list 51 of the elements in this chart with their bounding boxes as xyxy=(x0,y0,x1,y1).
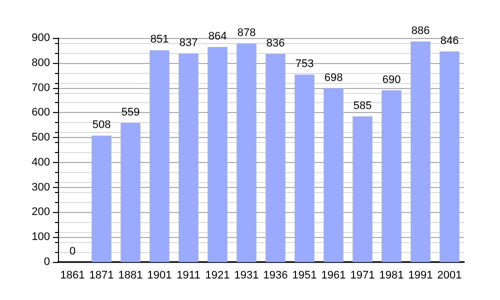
x-tick-label: 1931 xyxy=(234,270,259,282)
data-label: 559 xyxy=(121,106,140,118)
x-tick-label: 1951 xyxy=(292,270,317,282)
x-tick-label: 1861 xyxy=(60,270,85,282)
bar xyxy=(150,50,170,262)
data-label: 837 xyxy=(179,37,198,50)
bar xyxy=(120,122,140,262)
bar xyxy=(324,88,344,262)
data-label: 0 xyxy=(69,246,76,258)
x-tick-label: 1911 xyxy=(176,270,200,282)
data-label: 851 xyxy=(150,34,169,46)
bar xyxy=(178,54,198,262)
data-label: 846 xyxy=(440,34,459,47)
data-label: 886 xyxy=(411,24,430,37)
y-tick-label: 900 xyxy=(32,32,50,44)
data-label: 690 xyxy=(382,74,401,86)
x-tick-label: 1981 xyxy=(379,270,404,282)
data-label: 753 xyxy=(295,58,314,70)
bar xyxy=(410,41,430,262)
y-tick-label: 100 xyxy=(32,231,50,244)
y-tick-label: 700 xyxy=(32,82,50,94)
bar xyxy=(208,46,228,262)
y-tick-label: 600 xyxy=(32,106,50,119)
bar xyxy=(382,90,402,262)
x-tick-label: 1961 xyxy=(321,270,346,282)
y-tick-label: 500 xyxy=(32,132,50,144)
y-tick-label: 300 xyxy=(32,181,50,194)
x-tick-label: 1991 xyxy=(408,270,433,282)
x-tick-label: 1971 xyxy=(350,270,375,282)
x-tick-label: 1881 xyxy=(118,270,143,282)
y-tick-label: 800 xyxy=(32,56,50,69)
bar xyxy=(294,74,314,262)
data-label: 508 xyxy=(92,119,111,132)
bar xyxy=(266,54,286,262)
x-tick-label: 1936 xyxy=(263,270,288,282)
bar xyxy=(92,136,112,262)
x-tick-label: 1871 xyxy=(89,270,114,282)
data-label: 836 xyxy=(266,37,285,50)
data-label: 878 xyxy=(237,26,256,39)
data-label: 585 xyxy=(353,100,372,112)
y-tick-label: 400 xyxy=(32,156,50,168)
y-tick-label: 200 xyxy=(32,206,50,218)
data-label: 864 xyxy=(208,30,227,42)
x-tick-label: 2001 xyxy=(437,270,462,282)
x-tick-label: 1901 xyxy=(147,270,172,282)
x-tick-label: 1921 xyxy=(205,270,230,282)
y-tick-label: 0 xyxy=(44,256,50,268)
bar xyxy=(352,116,372,262)
data-label: 698 xyxy=(324,72,343,84)
bar xyxy=(440,51,460,262)
bar xyxy=(236,43,256,262)
